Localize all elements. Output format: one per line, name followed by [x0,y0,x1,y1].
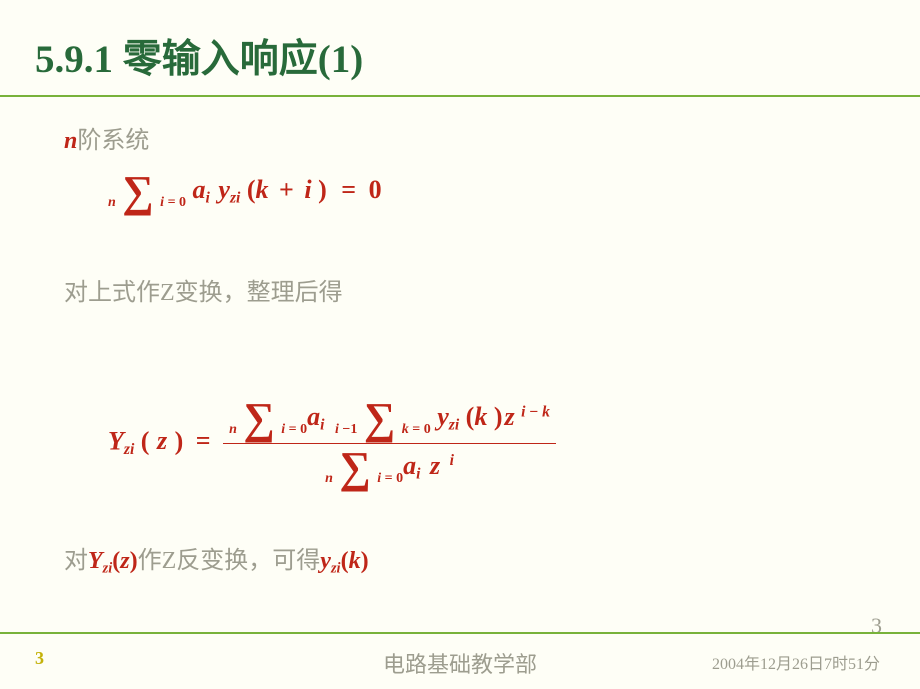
sigma: i −1 ∑ k = 0 [335,397,431,441]
y-sub: zi [449,417,459,434]
text: 阶系统 [77,128,149,154]
sum-upper: n [325,471,333,486]
zero: 0 [369,175,382,204]
sigma-symbol: ∑ [364,394,395,443]
numerator: n ∑ i = 0 ai i −1 ∑ k = 0 yzi (k )z i − … [223,395,556,443]
sigma-symbol: ∑ [339,443,370,492]
plus: + [279,175,294,204]
Y: Y [108,426,124,455]
rparen: ) [361,548,369,574]
page-number: 3 [871,613,882,639]
a-sub: i [320,417,324,434]
Y-sub: zi [124,441,134,458]
denominator: n ∑ i = 0 ai z i [223,444,556,492]
y-sub: zi [230,190,240,207]
a: a [403,451,416,480]
line-3: 对Yzi(z)作Z反变换，可得yzi(k) [64,540,369,577]
equals: = [341,175,356,204]
var-n: n [64,128,77,154]
z-sup: i [450,452,454,469]
lparen: ( [341,548,349,574]
var-k: k [349,548,361,574]
sigma-symbol: ∑ [243,394,274,443]
sum-lower: i = 0 [377,471,403,486]
line-1: n阶系统 [64,120,149,155]
rparen: ) [318,175,327,204]
sum-upper: n [108,195,116,210]
line-2: 对上式作Z变换，整理后得 [64,272,343,307]
sigma: n ∑ i = 0 [108,170,186,214]
z-sup: i − k [521,403,550,420]
rparen: ) [494,402,503,431]
fraction: n ∑ i = 0 ai i −1 ∑ k = 0 yzi (k )z i − … [223,395,556,492]
a-sub: i [206,190,210,207]
var-z: z [120,548,129,574]
equation-2: Yzi ( z ) = n ∑ i = 0 ai i −1 ∑ k = 0 yz… [108,395,556,492]
equals: = [196,426,211,455]
slide: 5.9.1 零输入响应(1) n阶系统 n ∑ i = 0 ai yzi (k … [0,0,920,689]
lparen: ( [247,175,256,204]
equation-1: n ∑ i = 0 ai yzi (k + i ) = 0 [108,170,382,214]
sum-upper: i −1 [335,422,357,437]
var-y: yzi [320,548,340,574]
divider-top [0,95,920,97]
lparen: ( [141,426,150,455]
a: a [307,402,320,431]
i: i [304,175,311,204]
y: y [437,402,449,431]
text: 作Z反变换，可得 [138,548,321,574]
rparen: ) [130,548,138,574]
z: z [157,426,167,455]
sum-lower: k = 0 [402,422,431,437]
slide-title: 5.9.1 零输入响应(1) [35,28,363,84]
footer-right: 2004年12月26日7时51分 [712,650,880,674]
z: z [430,451,440,480]
z: z [505,402,515,431]
y: y [218,175,230,204]
sum-lower: i = 0 [281,422,307,437]
rparen: ) [175,426,184,455]
k: k [256,175,269,204]
sigma: n ∑ i = 0 [325,446,403,490]
sigma-symbol: ∑ [122,167,153,216]
divider-bottom [0,632,920,634]
k: k [474,402,487,431]
var-Y: Yzi [88,548,112,574]
a: a [193,175,206,204]
sum-lower: i = 0 [160,195,186,210]
sum-upper: n [229,422,237,437]
text: 对 [64,548,88,574]
sigma: n ∑ i = 0 [229,397,307,441]
a-sub: i [416,466,420,483]
